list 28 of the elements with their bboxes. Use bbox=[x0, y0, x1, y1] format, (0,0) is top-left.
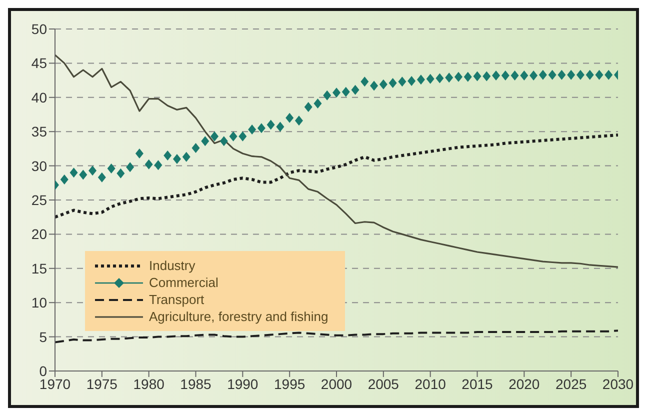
x-tick-label: 2030 bbox=[602, 376, 634, 392]
x-tick-label: 2010 bbox=[414, 376, 446, 392]
line-series bbox=[55, 330, 618, 344]
legend-label: Transport bbox=[149, 291, 204, 308]
x-tick-label: 2000 bbox=[320, 376, 352, 392]
y-tick-label: 40 bbox=[31, 89, 48, 106]
y-tick-label: 15 bbox=[31, 260, 48, 276]
y-tick-label: 30 bbox=[31, 158, 48, 174]
x-tick-label: 1985 bbox=[180, 376, 212, 392]
x-tick-label: 1980 bbox=[133, 376, 165, 392]
y-tick-label: 5 bbox=[39, 328, 48, 345]
x-tick-label: 1995 bbox=[274, 376, 306, 392]
legend-label: Industry bbox=[149, 257, 196, 274]
y-tick-label: 50 bbox=[31, 20, 48, 37]
x-tick-label: 2025 bbox=[556, 376, 587, 392]
x-tick-label: 1975 bbox=[86, 376, 118, 392]
x-tick-label: 2020 bbox=[508, 376, 540, 392]
y-tick-label: 35 bbox=[31, 124, 48, 140]
y-tick-label: 25 bbox=[31, 192, 48, 208]
x-tick-label: 2015 bbox=[462, 376, 494, 392]
y-tick-label: 45 bbox=[31, 55, 48, 72]
y-tick-label: 20 bbox=[31, 226, 48, 242]
line-series bbox=[55, 134, 618, 219]
x-tick-label: 1990 bbox=[227, 376, 258, 392]
legend-label: Commercial bbox=[149, 274, 218, 291]
legend-label: Agriculture, forestry and fishing bbox=[149, 308, 328, 325]
y-tick-label: 10 bbox=[31, 294, 48, 311]
x-tick-label: 2005 bbox=[368, 376, 400, 392]
